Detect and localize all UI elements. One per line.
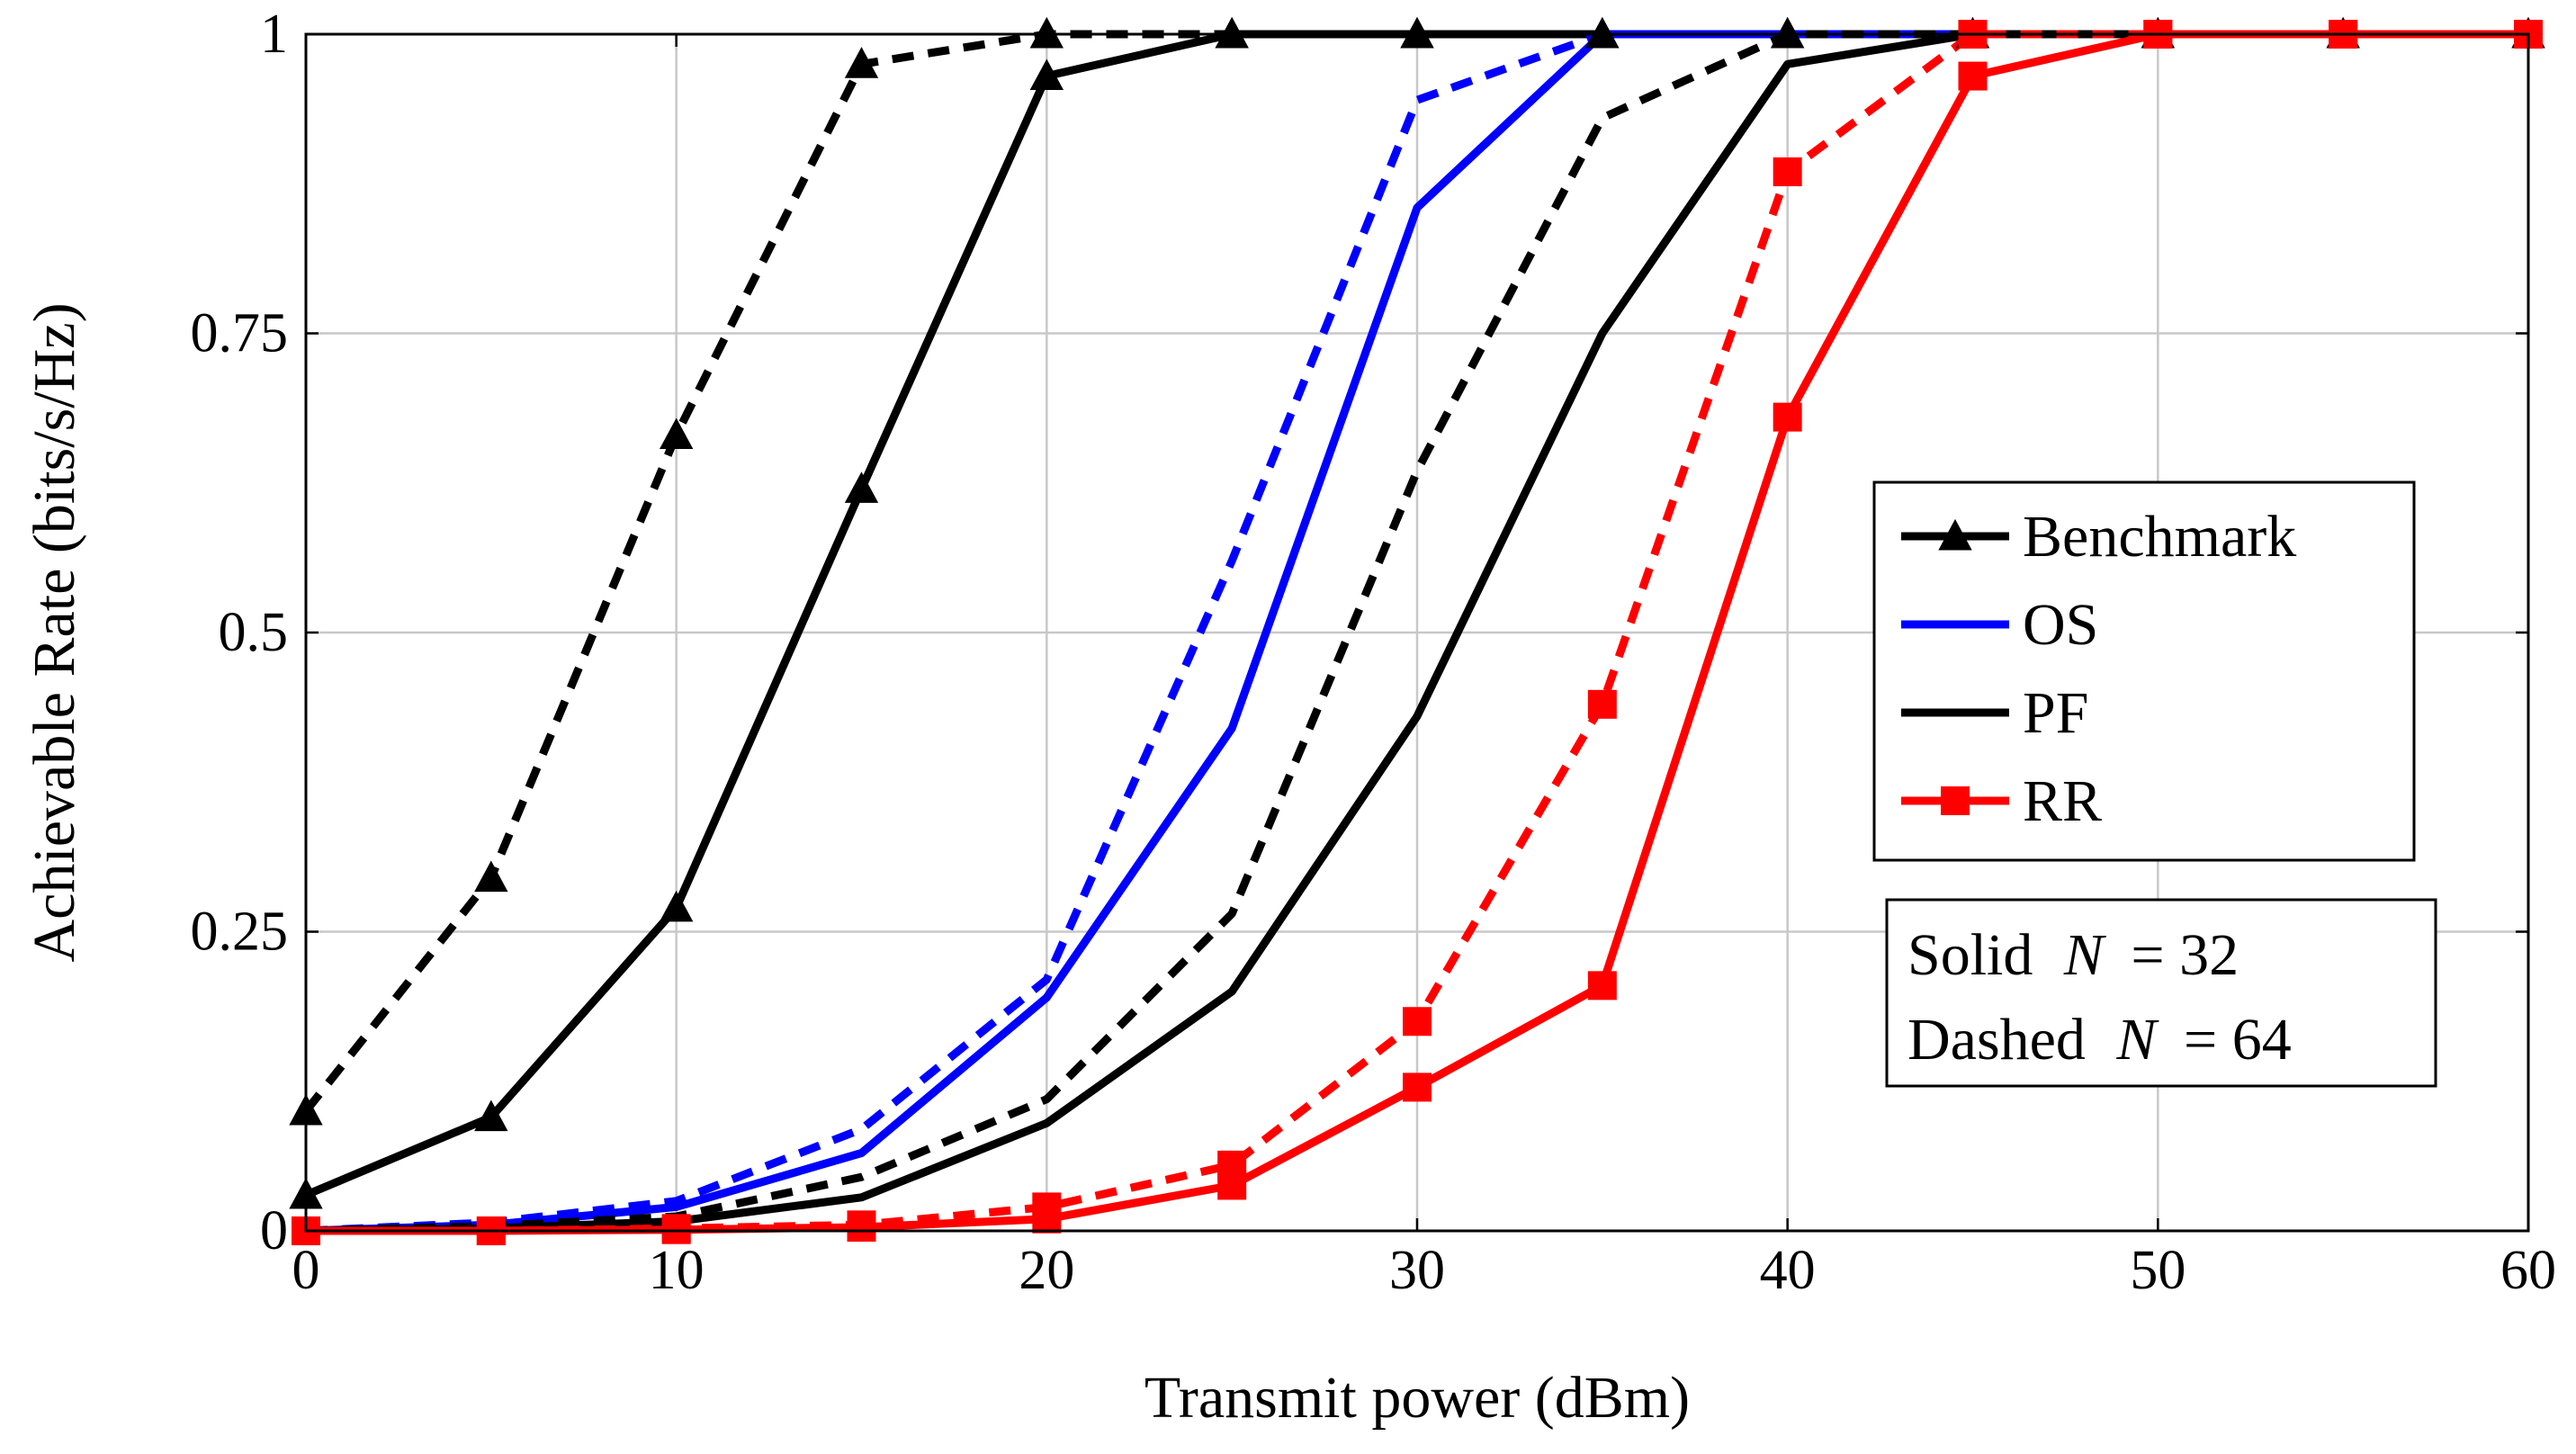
annotation-frame [1885, 898, 2437, 1088]
point-rr-n64 [1403, 1007, 1432, 1037]
point-rr-n32 [847, 1213, 876, 1243]
point-rr-n32 [1773, 402, 1802, 432]
y-axis-label: Achievable Rate (bits/s/Hz) [22, 302, 87, 962]
annotation-dashed-var: N [2115, 1007, 2159, 1073]
point-benchmark-n32 [474, 1099, 508, 1132]
annotation-dashed-label: Dashed [1907, 1007, 2086, 1073]
x-axis-label: Transmit power (dBm) [1144, 1365, 1690, 1431]
point-rr-n32 [1032, 1204, 1062, 1234]
x-tick-label: 60 [2500, 1240, 2556, 1301]
point-benchmark-n32 [844, 471, 879, 503]
point-benchmark-n64 [659, 417, 694, 449]
x-tick-label: 30 [1389, 1240, 1445, 1301]
y-tick-label: 0.5 [219, 602, 289, 663]
annotation-solid-value: = 32 [2131, 922, 2239, 988]
series-line-os-n64 [305, 30, 2528, 1235]
tick-labels: 0 10 20 30 40 50 60 0 0.25 0.5 0.75 1 [191, 4, 2557, 1301]
legend: Benchmark OS PF RR [1872, 480, 2416, 862]
annotation-box: Solid N = 32 Dashed N = 64 [1885, 898, 2437, 1088]
point-rr-n32 [1403, 1073, 1432, 1102]
point-rr-n64 [1587, 689, 1617, 719]
point-rr-n64 [1773, 157, 1802, 186]
point-benchmark-n32 [1029, 58, 1064, 90]
legend-label-pf: PF [2023, 680, 2088, 746]
y-tick-label: 1 [260, 4, 288, 65]
legend-label-rr: RR [2023, 768, 2102, 834]
legend-marker-benchmark [1938, 518, 1972, 551]
legend-label-benchmark: Benchmark [2023, 504, 2296, 570]
point-benchmark-n64 [844, 47, 879, 78]
point-benchmark-n32 [659, 890, 694, 922]
x-tick-label: 20 [1019, 1240, 1074, 1301]
point-benchmark-n64 [474, 860, 508, 893]
plot-frame [304, 32, 2530, 1233]
marker-layer [289, 16, 2545, 1245]
y-tick-label: 0.25 [191, 902, 289, 963]
point-rr-n32 [1587, 971, 1617, 1001]
annotation-dashed: Dashed N = 64 [1907, 1007, 2292, 1073]
annotation-solid-label: Solid [1907, 922, 2033, 988]
y-tick-label: 0 [260, 1200, 288, 1261]
annotation-solid: Solid N = 32 [1907, 922, 2239, 988]
x-tick-label: 10 [649, 1240, 705, 1301]
x-tick-label: 40 [1760, 1240, 1816, 1301]
point-rr-n32 [1958, 61, 1988, 91]
legend-label-os: OS [2023, 592, 2098, 658]
point-rr-n32 [1217, 1171, 1247, 1200]
x-tick-label: 50 [2130, 1240, 2186, 1301]
x-tick-label: 0 [292, 1240, 320, 1301]
annotation-solid-var: N [2063, 922, 2107, 988]
annotation-dashed-value: = 64 [2184, 1007, 2292, 1073]
legend-marker-rr [1941, 786, 1970, 815]
y-tick-label: 0.75 [191, 303, 289, 364]
